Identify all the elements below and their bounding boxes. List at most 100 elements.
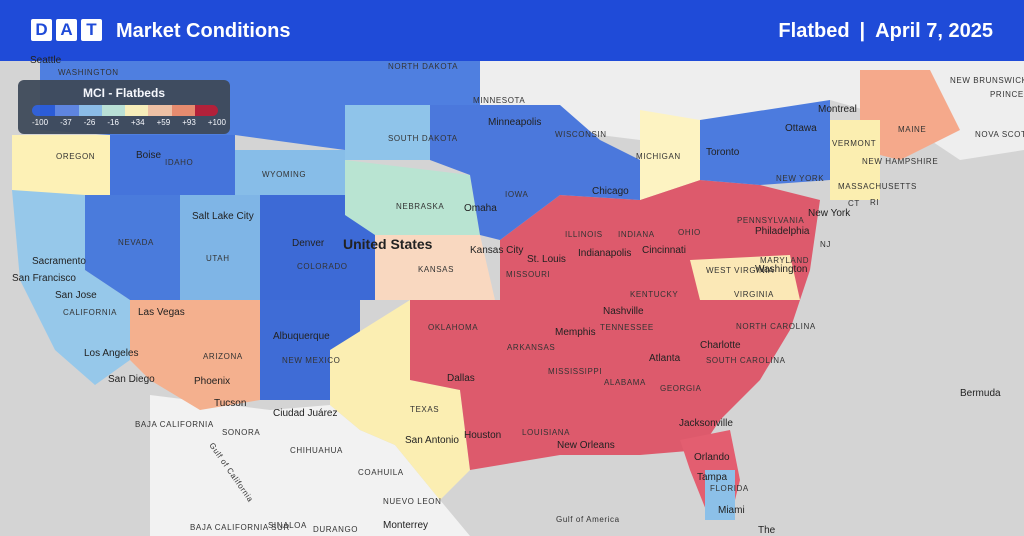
state-label: WISCONSIN <box>555 130 607 139</box>
us-market-map <box>0 61 1024 536</box>
state-label: CT <box>848 199 860 208</box>
city-label: Nashville <box>603 306 644 317</box>
state-label: ALABAMA <box>604 378 646 387</box>
state-label: NOVA SCOTIA <box>975 130 1024 139</box>
legend-color-scale <box>32 105 218 116</box>
state-label: WYOMING <box>262 170 307 179</box>
state-label: NEW YORK <box>776 174 825 183</box>
state-label: MISSOURI <box>506 270 551 279</box>
city-label: Denver <box>292 238 325 249</box>
city-label: San Francisco <box>12 273 76 284</box>
state-label: SONORA <box>222 428 261 437</box>
state-label: CALIFORNIA <box>63 308 118 317</box>
state-label: UTAH <box>206 254 230 263</box>
region-upper-midwest <box>430 105 640 240</box>
city-label: Memphis <box>555 327 596 338</box>
state-label: ILLINOIS <box>565 230 603 239</box>
header-meta: Flatbed | April 7, 2025 <box>778 19 993 43</box>
legend-swatch <box>32 105 56 116</box>
mode-label: Flatbed <box>778 20 850 42</box>
city-label: Tampa <box>697 472 728 483</box>
logo-letter: T <box>81 19 102 41</box>
region-california <box>12 190 130 385</box>
region-south-florida <box>705 470 735 520</box>
logo-letter: D <box>31 19 52 41</box>
state-label: LOUISIANA <box>522 428 571 437</box>
legend-swatch <box>55 105 79 116</box>
state-label: NORTH DAKOTA <box>388 62 459 71</box>
city-label: Montreal <box>818 104 857 115</box>
legend-tick: +93 <box>182 118 196 127</box>
city-label: Las Vegas <box>138 307 185 318</box>
state-label: ARKANSAS <box>507 343 556 352</box>
state-label: NEVADA <box>118 238 154 247</box>
city-label: Kansas City <box>470 245 524 256</box>
region-michigan <box>640 110 700 200</box>
state-label: BAJA CALIFORNIA <box>135 420 214 429</box>
legend-swatch <box>78 105 102 116</box>
city-label: St. Louis <box>527 254 566 265</box>
region-utah <box>180 195 260 300</box>
page-title: Market Conditions <box>116 20 291 42</box>
city-label: Monterrey <box>383 520 429 531</box>
state-label: TENNESSEE <box>600 323 654 332</box>
city-label: Toronto <box>706 147 740 158</box>
state-label: SINALOA <box>268 521 307 530</box>
state-label: COAHUILA <box>358 468 404 477</box>
city-label: Ciudad Juárez <box>273 408 338 419</box>
city-label: Seattle <box>30 55 62 66</box>
state-label: SOUTH CAROLINA <box>706 356 786 365</box>
state-label: VERMONT <box>832 139 877 148</box>
legend-ticks: -100 -37 -26 -16 +34 +59 +93 +100 <box>32 118 226 128</box>
city-label: San Jose <box>55 290 97 301</box>
state-label: MICHIGAN <box>636 152 681 161</box>
region-new-england <box>830 120 880 200</box>
city-label: Tucson <box>214 398 247 409</box>
state-label: CHIHUAHUA <box>290 446 343 455</box>
state-label: MINNESOTA <box>473 96 526 105</box>
city-label: Ottawa <box>785 123 817 134</box>
state-label: MISSISSIPPI <box>548 367 603 376</box>
region-kansas <box>375 235 495 300</box>
city-label: Salt Lake City <box>192 211 254 222</box>
state-label: NEW BRUNSWICK <box>950 76 1024 85</box>
legend-swatch <box>194 105 218 116</box>
state-label: KENTUCKY <box>630 290 679 299</box>
city-label: Indianapolis <box>578 248 632 259</box>
state-label: NEW HAMPSHIRE <box>862 157 939 166</box>
region-maine <box>860 70 960 160</box>
region-northeast <box>700 100 830 185</box>
state-label: MAINE <box>898 125 927 134</box>
state-label: MASSACHUSETTS <box>838 182 917 191</box>
legend-tick: -16 <box>107 118 119 127</box>
region-south-dakota <box>345 105 430 160</box>
city-label: San Antonio <box>405 435 459 446</box>
legend-tick: +59 <box>156 118 171 127</box>
state-label: IOWA <box>505 190 529 199</box>
city-label: Phoenix <box>194 376 231 387</box>
region-nebraska <box>345 160 480 235</box>
city-label: Jacksonville <box>679 418 733 429</box>
legend-swatch <box>125 105 149 116</box>
state-label: NUEVO LEON <box>383 497 442 506</box>
state-label: KANSAS <box>418 265 455 274</box>
legend-tick: +100 <box>207 118 226 127</box>
state-label: GEORGIA <box>660 384 702 393</box>
date-label: April 7, 2025 <box>875 20 993 42</box>
region-arizona <box>130 300 260 410</box>
legend-tick: -26 <box>83 118 96 127</box>
city-label: Washington <box>755 264 808 275</box>
state-label: BAJA CALIFORNIA SUR <box>190 523 290 532</box>
region-texas-west <box>330 300 470 500</box>
state-label: OREGON <box>56 152 96 161</box>
legend-tick: +34 <box>130 118 145 127</box>
city-label: Miami <box>718 505 745 516</box>
city-label: Sacramento <box>32 256 86 267</box>
city-label: New York <box>808 208 851 219</box>
city-label: Boise <box>136 150 162 161</box>
state-label: OHIO <box>678 228 701 237</box>
state-label: RI <box>870 198 880 207</box>
state-label: DURANGO <box>313 525 359 534</box>
header-bar: D A T Market Conditions Flatbed | April … <box>0 0 1024 61</box>
state-label: MARYLAND <box>760 256 810 265</box>
